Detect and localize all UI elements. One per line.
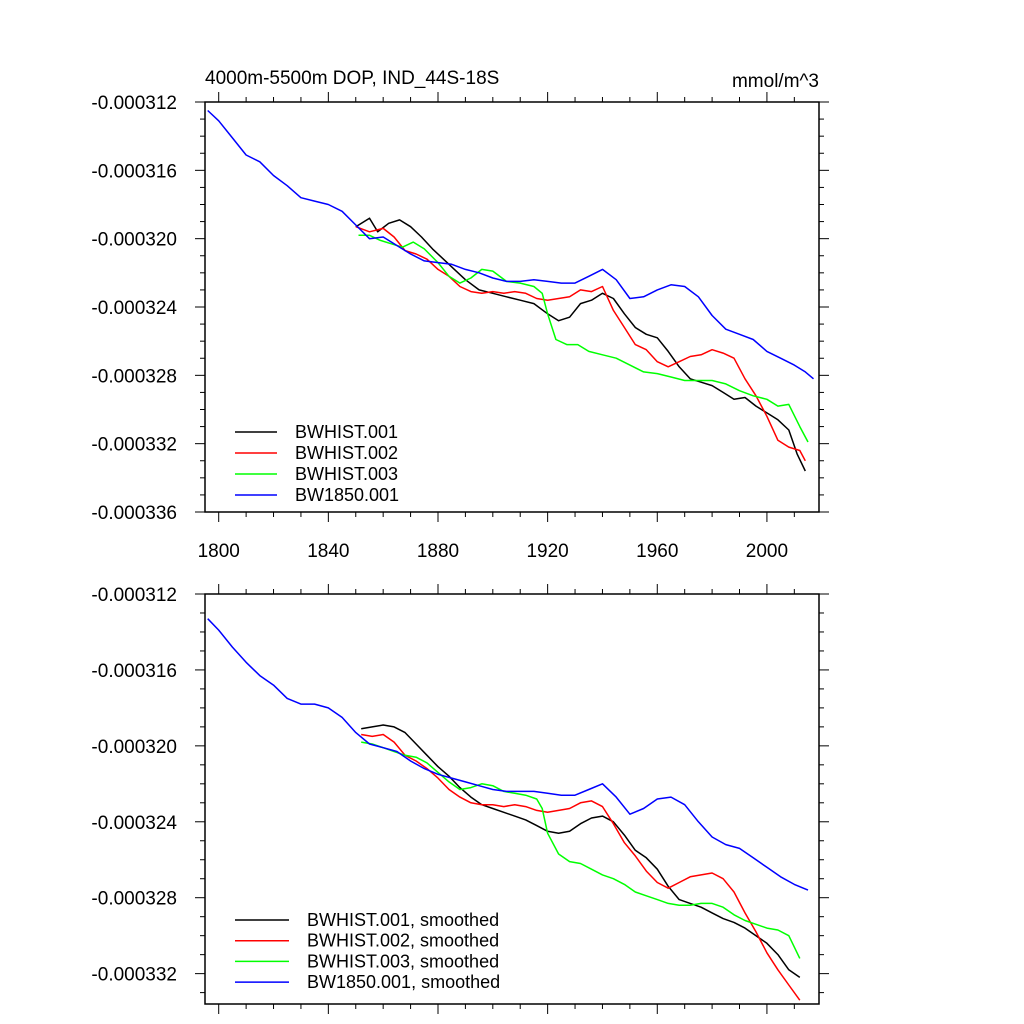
y-tick-label: -0.000332 [91, 435, 177, 456]
series-line [355, 217, 806, 472]
series-line [358, 234, 809, 443]
legend-label: BWHIST.002 [295, 443, 398, 463]
series-line [361, 733, 801, 1001]
y-tick-label: -0.000324 [91, 298, 177, 319]
x-tick-label: 1920 [526, 541, 568, 562]
chart-title: 4000m-5500m DOP, IND_44S-18S [205, 68, 499, 89]
legend-label: BWHIST.001, smoothed [307, 910, 499, 930]
y-tick-label: -0.000316 [91, 161, 177, 182]
y-tick-label: -0.000336 [91, 503, 177, 524]
series-line [361, 724, 801, 979]
x-tick-label: 1880 [417, 541, 459, 562]
series-line [355, 225, 806, 462]
plot-frame-bottom [204, 593, 820, 1005]
y-tick-label: -0.000320 [91, 737, 177, 758]
legend-label: BWHIST.002, smoothed [307, 931, 499, 951]
x-tick-label: 2000 [746, 541, 788, 562]
y-tick-label: -0.000328 [91, 889, 177, 910]
legend-label: BWHIST.001 [295, 422, 398, 442]
x-tick-label: 1840 [307, 541, 349, 562]
top-panel: 4000m-5500m DOP, IND_44S-18S mmol/m^3 -0… [91, 68, 829, 562]
y-tick-label: -0.000320 [91, 230, 177, 251]
y-tick-label: -0.000312 [91, 585, 177, 606]
y-tick-label: -0.000316 [91, 661, 177, 682]
y-tick-label: -0.000324 [91, 813, 177, 834]
legend-label: BW1850.001, smoothed [307, 972, 500, 992]
y-tick-label: -0.000328 [91, 366, 177, 387]
series-line [361, 741, 801, 959]
series-line [207, 618, 809, 891]
bottom-panel: -0.000312 -0.000316 -0.000320 -0.000324 -0.0… [91, 584, 829, 1014]
y-tick-label: -0.000312 [91, 93, 177, 114]
x-tick-label: 1800 [198, 541, 240, 562]
x-tick-label: 1960 [636, 541, 678, 562]
legend-label: BW1850.001 [295, 485, 399, 505]
chart-units: mmol/m^3 [732, 71, 819, 92]
y-tick-label: -0.000332 [91, 965, 177, 986]
legend-label: BWHIST.003, smoothed [307, 951, 499, 971]
series-line [207, 109, 814, 380]
legend-label: BWHIST.003 [295, 464, 398, 484]
